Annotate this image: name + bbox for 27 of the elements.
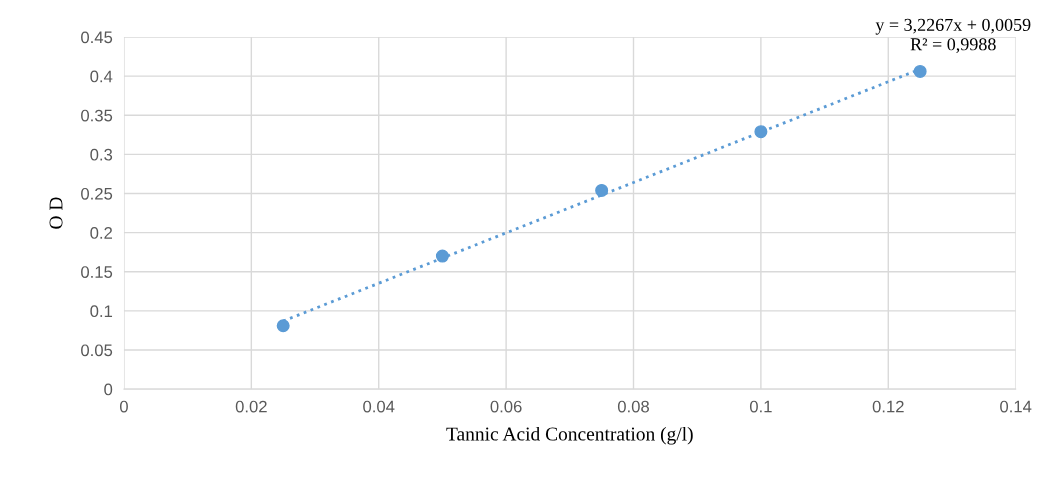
x-tick-label: 0.1: [749, 400, 772, 413]
text: y = 3,2267x + 0,0059: [875, 18, 1031, 35]
y-tick-label: 0.3: [90, 148, 113, 161]
point: [913, 64, 927, 78]
point: [595, 183, 609, 197]
y-tick-label: 0.4: [90, 70, 113, 83]
y-tick-label: 0.2: [90, 227, 113, 239]
point: [754, 125, 768, 139]
annotation: R² = 0,9988: [910, 38, 996, 53]
x-tick-label: 0.08: [617, 400, 649, 413]
x-tick-label: 0.02: [235, 400, 267, 413]
y-tick-label: 0.05: [81, 344, 113, 357]
point: [435, 249, 449, 263]
y-tick-label: 0.1: [90, 305, 113, 318]
point: [276, 319, 290, 333]
y-tick-label: 0.15: [81, 266, 113, 278]
y-tick-label: 0.45: [81, 31, 113, 44]
x-tick-label: 0.14: [1000, 400, 1032, 413]
y-axis-title: O D: [49, 197, 63, 229]
y-tick-label: 0.35: [81, 109, 113, 122]
x-tick-label: 0.12: [872, 400, 904, 413]
y-tick-label: 0.25: [81, 187, 113, 200]
x-tick-label: 0.06: [490, 400, 522, 413]
x-tick-label: 0.04: [363, 400, 395, 413]
x-axis-title: Tannic Acid Concentration (g/l): [446, 426, 693, 445]
y-tick-label: 0: [104, 383, 113, 396]
x-tick-label: 0: [119, 400, 128, 413]
